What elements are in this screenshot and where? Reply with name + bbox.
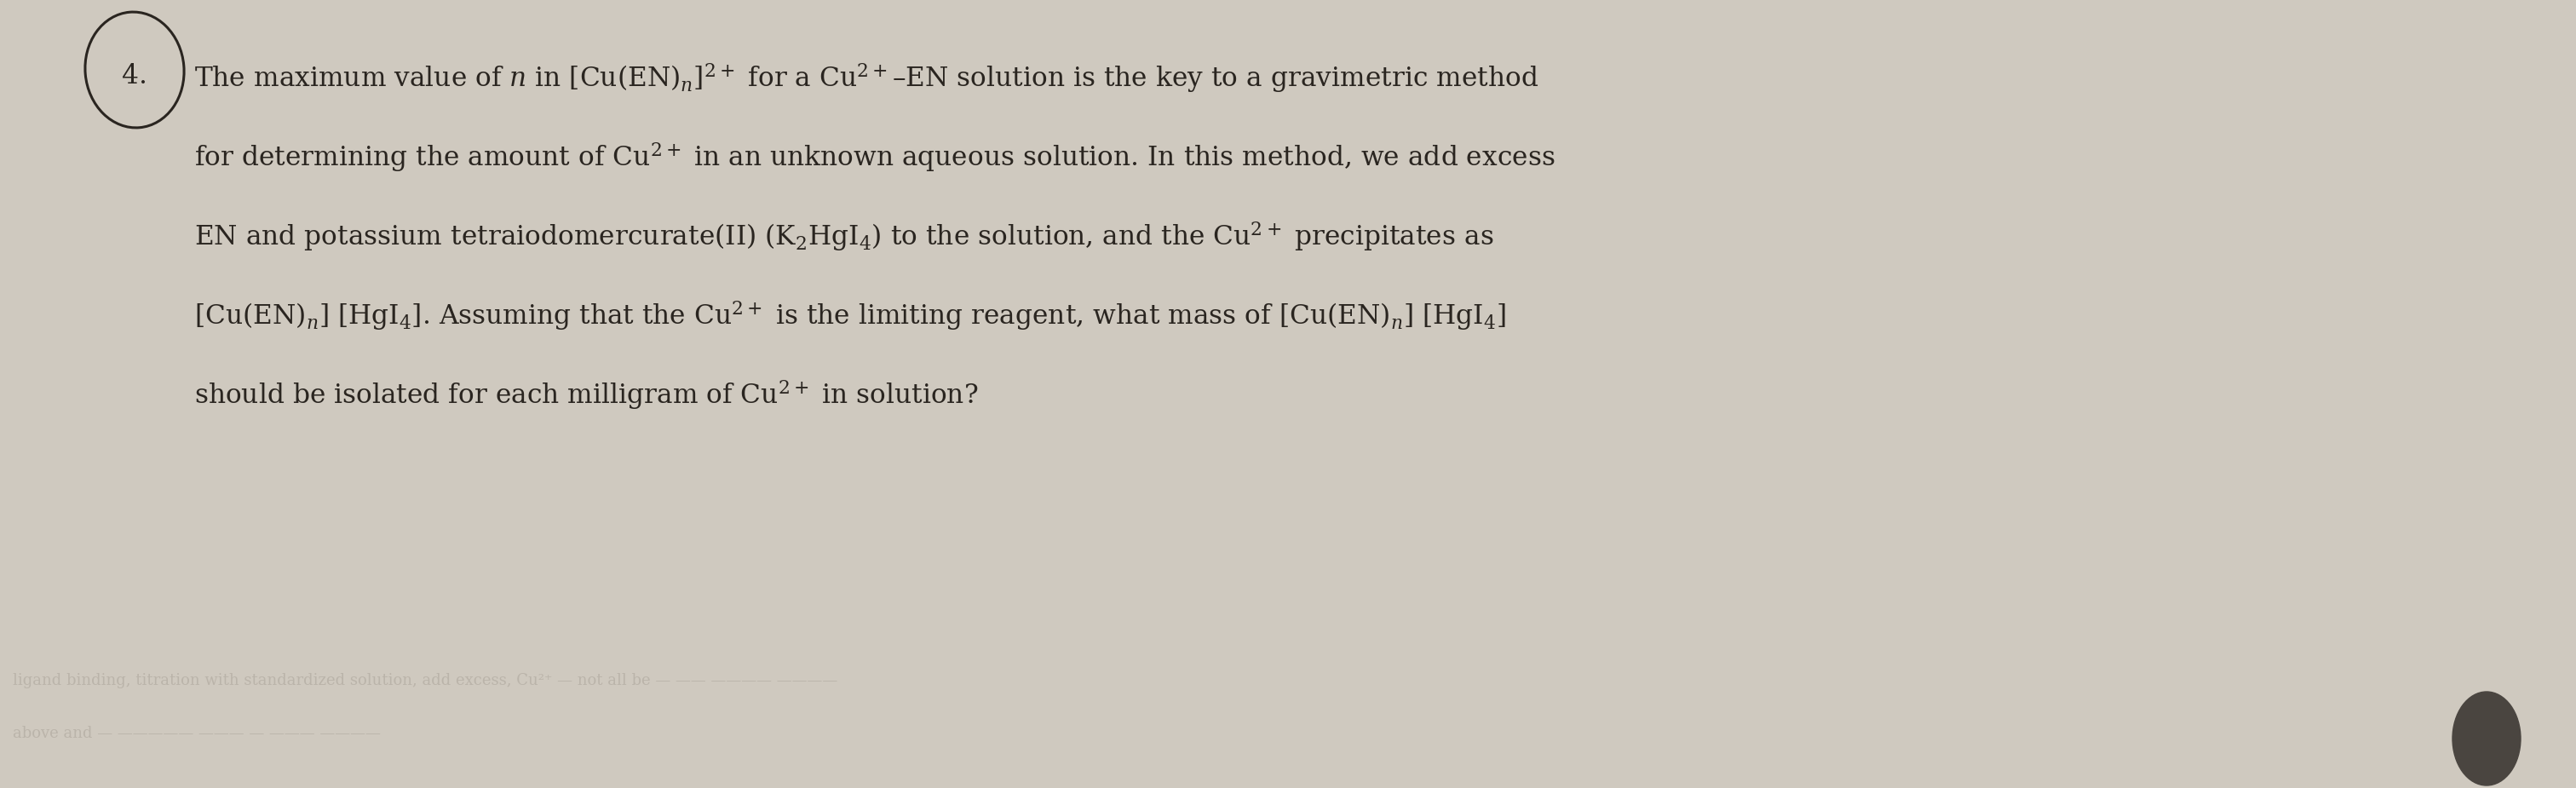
Ellipse shape [2452,692,2522,786]
Text: ligand binding, titration with standardized solution, add excess, Cu²⁺ — not all: ligand binding, titration with standardi… [13,673,837,689]
Text: 4.: 4. [121,64,147,90]
Text: above and — ————— ——— — ——— ————: above and — ————— ——— — ——— ———— [13,726,381,742]
Text: for determining the amount of Cu$^{2+}$ in an unknown aqueous solution. In this : for determining the amount of Cu$^{2+}$ … [193,140,1556,174]
Text: EN and potassium tetraiodomercurate(II) (K$_2$HgI$_4$) to the solution, and the : EN and potassium tetraiodomercurate(II) … [193,220,1494,253]
Text: should be isolated for each milligram of Cu$^{2+}$ in solution?: should be isolated for each milligram of… [193,378,979,411]
Text: The maximum value of $\it{n}$ in [Cu(EN)$_n$]$^{2+}$ for a Cu$^{2+}$–EN solution: The maximum value of $\it{n}$ in [Cu(EN)… [193,61,1538,95]
Text: [Cu(EN)$_n$] [HgI$_4$]. Assuming that the Cu$^{2+}$ is the limiting reagent, wha: [Cu(EN)$_n$] [HgI$_4$]. Assuming that th… [193,299,1507,333]
